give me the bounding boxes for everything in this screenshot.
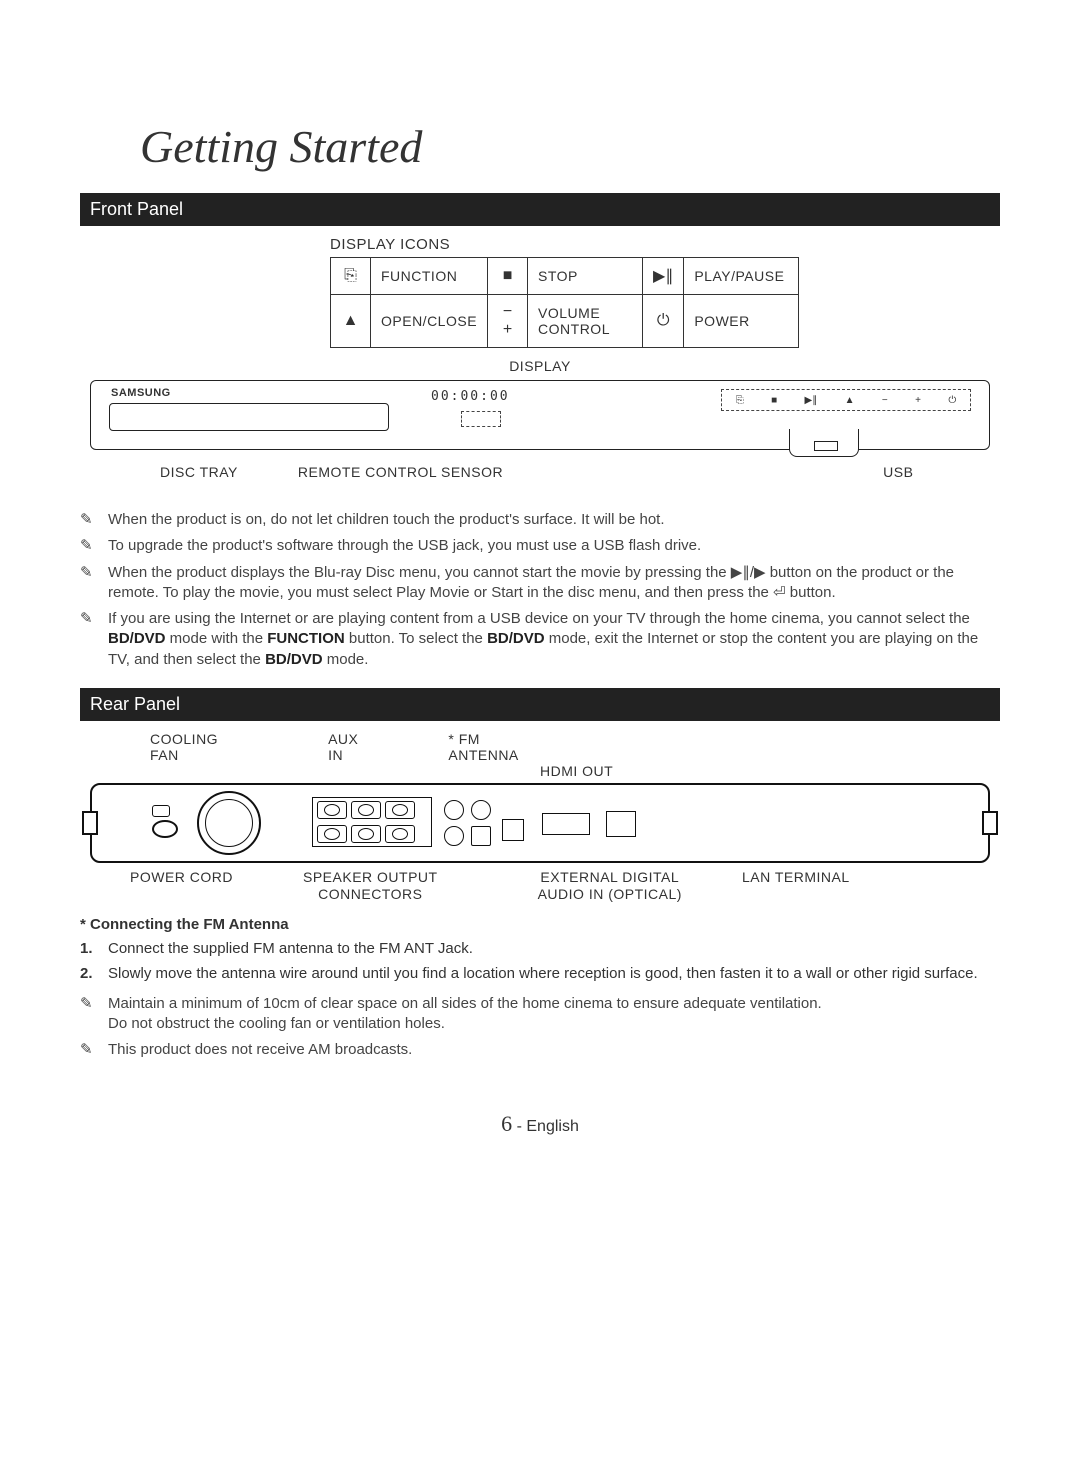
speaker-output-label: SPEAKER OUTPUTCONNECTORS	[303, 869, 438, 903]
cooling-fan-icon	[197, 791, 261, 855]
front-device-outline: SAMSUNG 00:00:00 ⎘■▶∥▲−+⏻	[90, 380, 990, 450]
hdmi-port	[542, 813, 590, 835]
function-icon: ⎘	[331, 258, 371, 295]
stop-label: STOP	[528, 258, 643, 295]
hdmi-out-label: HDMI OUT	[540, 763, 613, 779]
note-item: ✎ This product does not receive AM broad…	[80, 1040, 1000, 1060]
table-row: ⎘ FUNCTION ■ STOP ▶∥ PLAY/PAUSE	[331, 258, 799, 295]
note-item: ✎ If you are using the Internet or are p…	[80, 609, 1000, 670]
open-close-icon: ▲	[331, 295, 371, 348]
usb-port	[789, 429, 859, 457]
optical-port	[502, 819, 524, 841]
note-icon: ✎	[80, 609, 108, 670]
rear-bottom-labels: POWER CORD SPEAKER OUTPUTCONNECTORS EXTE…	[90, 869, 990, 903]
volume-icon: − +	[488, 295, 528, 348]
remote-sensor-label: REMOTE CONTROL SENSOR	[298, 464, 503, 480]
note-text: To upgrade the product's software throug…	[108, 536, 1000, 556]
rear-tab-left	[82, 811, 98, 835]
note-text: When the product is on, do not let child…	[108, 510, 1000, 530]
stop-icon: ■	[488, 258, 528, 295]
list-item: 2. Slowly move the antenna wire around u…	[80, 964, 1000, 984]
list-item: 1. Connect the supplied FM antenna to th…	[80, 939, 1000, 959]
note-item: ✎ When the product is on, do not let chi…	[80, 510, 1000, 530]
note-text: Maintain a minimum of 10cm of clear spac…	[108, 994, 1000, 1035]
power-cord-jack	[152, 805, 170, 817]
disc-tray-slot	[109, 403, 389, 431]
note-icon: ✎	[80, 563, 108, 604]
aux-in-label: AUX IN	[328, 731, 358, 763]
disc-tray-label: DISC TRAY	[160, 464, 238, 480]
note-text: This product does not receive AM broadca…	[108, 1040, 1000, 1060]
rear-panel-notes: ✎ Maintain a minimum of 10cm of clear sp…	[80, 994, 1000, 1061]
note-text: When the product displays the Blu-ray Di…	[108, 563, 1000, 604]
open-close-label: OPEN/CLOSE	[371, 295, 488, 348]
rear-tab-right	[982, 811, 998, 835]
note-text: If you are using the Internet or are pla…	[108, 609, 1000, 670]
function-label: FUNCTION	[371, 258, 488, 295]
control-buttons-box: ⎘■▶∥▲−+⏻	[721, 389, 971, 411]
speaker-output-block	[312, 797, 432, 847]
usb-label: USB	[883, 464, 913, 480]
display-icons-label: DISPLAY ICONS	[330, 236, 1000, 253]
step-number: 2.	[80, 964, 108, 984]
front-panel-notes: ✎ When the product is on, do not let chi…	[80, 510, 1000, 670]
lan-label: LAN TERMINAL	[742, 869, 850, 903]
note-item: ✎ When the product displays the Blu-ray …	[80, 563, 1000, 604]
rear-top-labels-2: HDMI OUT	[90, 763, 990, 779]
fm-steps-list: 1. Connect the supplied FM antenna to th…	[80, 939, 1000, 984]
step-text: Slowly move the antenna wire around unti…	[108, 964, 978, 984]
display-callout: DISPLAY	[80, 358, 1000, 374]
footer-sep: -	[517, 1118, 527, 1135]
rear-top-labels: COOLING FAN AUX IN * FM ANTENNA	[90, 731, 990, 763]
display-readout: 00:00:00	[431, 389, 510, 404]
step-number: 1.	[80, 939, 108, 959]
page-footer: 6 - English	[80, 1111, 1000, 1137]
rear-panel-heading: Rear Panel	[80, 688, 1000, 721]
note-icon: ✎	[80, 1040, 108, 1060]
power-label: POWER	[684, 295, 799, 348]
page-title: Getting Started	[80, 120, 1000, 173]
display-icons-table: ⎘ FUNCTION ■ STOP ▶∥ PLAY/PAUSE ▲ OPEN/C…	[330, 257, 799, 348]
play-pause-icon: ▶∥	[643, 258, 684, 295]
footer-language: English	[526, 1118, 578, 1135]
step-text: Connect the supplied FM antenna to the F…	[108, 939, 473, 959]
lan-port	[606, 811, 636, 837]
brand-logo: SAMSUNG	[111, 387, 171, 399]
aux-fm-block	[442, 797, 492, 851]
table-row: ▲ OPEN/CLOSE − + VOLUME CONTROL ⏻ POWER	[331, 295, 799, 348]
note-item: ✎ To upgrade the product's software thro…	[80, 536, 1000, 556]
page-number: 6	[501, 1111, 512, 1136]
optical-label: EXTERNAL DIGITALAUDIO IN (OPTICAL)	[538, 869, 682, 903]
fm-antenna-heading: * Connecting the FM Antenna	[80, 916, 1000, 933]
cooling-fan-label: COOLING FAN	[150, 731, 218, 763]
note-icon: ✎	[80, 510, 108, 530]
front-panel-diagram: SAMSUNG 00:00:00 ⎘■▶∥▲−+⏻ DISC TRAY REMO…	[90, 380, 990, 500]
volume-label: VOLUME CONTROL	[528, 295, 643, 348]
power-cord-label: POWER CORD	[130, 869, 233, 903]
note-icon: ✎	[80, 536, 108, 556]
remote-sensor	[461, 411, 501, 427]
rear-device-outline	[90, 783, 990, 863]
note-icon: ✎	[80, 994, 108, 1035]
play-pause-label: PLAY/PAUSE	[684, 258, 799, 295]
power-icon: ⏻	[643, 295, 684, 348]
front-panel-heading: Front Panel	[80, 193, 1000, 226]
note-item: ✎ Maintain a minimum of 10cm of clear sp…	[80, 994, 1000, 1035]
fm-antenna-label: * FM ANTENNA	[448, 731, 518, 763]
